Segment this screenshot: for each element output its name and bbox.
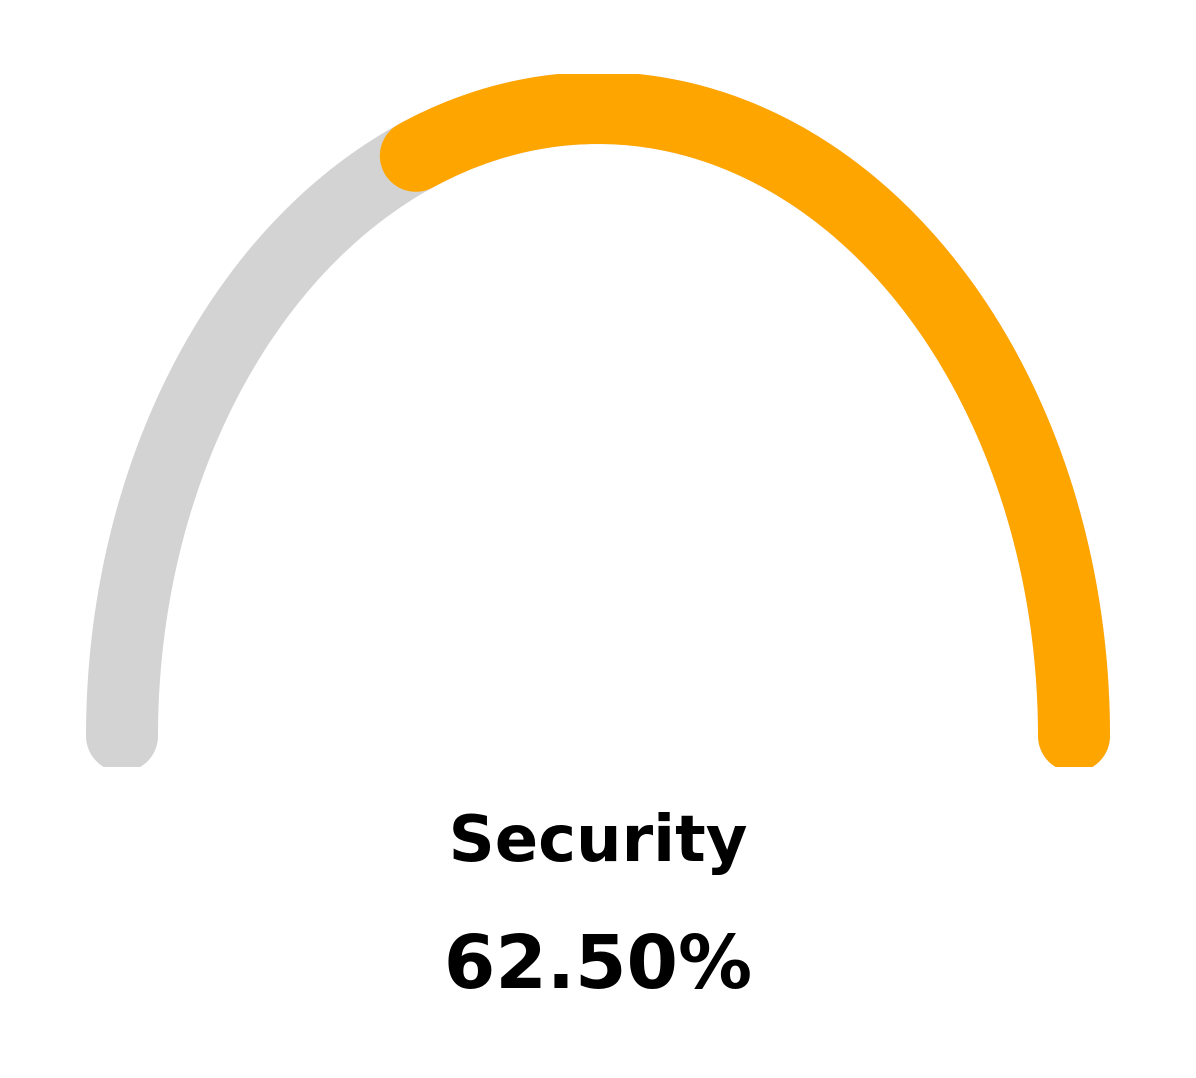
gauge-fill-arc (379, 74, 1110, 767)
gauge-title: Security (448, 803, 748, 877)
gauge-track (86, 74, 1110, 767)
gauge-value-label: 62.50% (443, 920, 753, 1006)
